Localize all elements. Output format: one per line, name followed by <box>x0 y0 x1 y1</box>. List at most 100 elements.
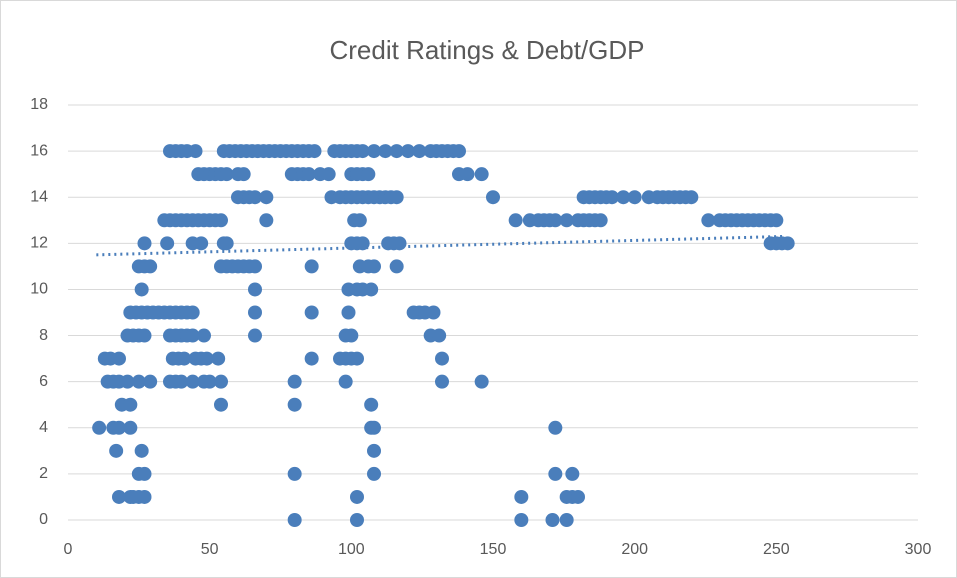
point <box>435 374 449 389</box>
x-tick-label: 250 <box>763 541 790 558</box>
point <box>426 305 441 320</box>
point <box>367 466 381 481</box>
y-tick-label: 12 <box>30 235 48 252</box>
point <box>389 190 404 205</box>
x-tick-label: 150 <box>480 541 507 558</box>
point <box>197 328 211 343</box>
y-tick-label: 14 <box>30 188 48 205</box>
point <box>199 351 214 366</box>
point <box>137 466 152 481</box>
point <box>174 374 189 389</box>
point <box>508 213 523 228</box>
point <box>143 259 158 274</box>
point <box>769 213 784 228</box>
trendline <box>96 234 785 257</box>
point <box>248 190 262 205</box>
point <box>134 443 149 458</box>
point <box>452 144 466 159</box>
point <box>248 259 262 274</box>
point <box>364 282 379 297</box>
point <box>214 397 228 412</box>
point <box>350 513 364 527</box>
point <box>259 190 274 205</box>
point <box>307 144 322 159</box>
point <box>389 144 404 159</box>
point <box>571 489 585 504</box>
point <box>401 144 415 159</box>
point <box>545 513 560 527</box>
point <box>474 167 489 182</box>
x-tick-label: 100 <box>338 541 365 558</box>
point <box>355 144 370 159</box>
point <box>287 513 302 527</box>
point <box>616 190 631 205</box>
point <box>236 167 251 182</box>
point <box>301 167 316 182</box>
point <box>188 144 203 159</box>
point <box>514 489 529 504</box>
point <box>364 397 379 412</box>
point <box>123 397 138 412</box>
point <box>548 466 563 481</box>
x-tick-label: 0 <box>64 541 73 558</box>
point <box>92 420 107 435</box>
point <box>559 213 574 228</box>
chart-title: Credit Ratings & Debt/GDP <box>329 35 644 65</box>
point <box>474 374 489 389</box>
point <box>202 374 217 389</box>
point <box>131 374 146 389</box>
y-tick-label: 4 <box>39 419 48 436</box>
y-tick-label: 10 <box>30 281 48 298</box>
y-tick-label: 6 <box>39 373 48 390</box>
point <box>460 167 475 182</box>
point <box>287 466 302 481</box>
point <box>565 466 580 481</box>
point <box>160 236 175 251</box>
point <box>338 374 353 389</box>
point <box>304 351 319 366</box>
point <box>214 213 228 228</box>
point <box>211 351 226 366</box>
point <box>287 397 302 412</box>
point <box>350 489 364 504</box>
point <box>367 259 381 274</box>
point <box>248 305 262 320</box>
point <box>352 213 367 228</box>
point <box>548 420 563 435</box>
point <box>605 190 619 205</box>
point <box>378 144 393 159</box>
point <box>321 167 336 182</box>
point <box>137 489 152 504</box>
point <box>304 259 319 274</box>
point <box>435 351 449 366</box>
point <box>185 305 200 320</box>
point <box>134 282 149 297</box>
point <box>137 328 152 343</box>
x-tick-label: 50 <box>201 541 219 558</box>
point <box>486 190 500 205</box>
point <box>559 513 574 527</box>
y-tick-label: 18 <box>30 96 48 113</box>
point <box>412 144 427 159</box>
point <box>287 374 302 389</box>
point <box>684 190 699 205</box>
point <box>367 144 381 159</box>
point <box>219 167 234 182</box>
point <box>355 236 370 251</box>
point <box>219 236 234 251</box>
y-tick-label: 2 <box>39 465 48 482</box>
point <box>112 420 126 435</box>
point <box>137 236 152 251</box>
x-tick-label: 300 <box>905 541 932 558</box>
point <box>259 213 274 228</box>
point <box>389 259 404 274</box>
point <box>112 489 126 504</box>
x-tick-label: 200 <box>621 541 648 558</box>
y-tick-label: 16 <box>30 142 48 159</box>
point <box>214 374 228 389</box>
point <box>367 443 381 458</box>
point <box>143 374 158 389</box>
point <box>123 420 138 435</box>
point <box>627 190 642 205</box>
